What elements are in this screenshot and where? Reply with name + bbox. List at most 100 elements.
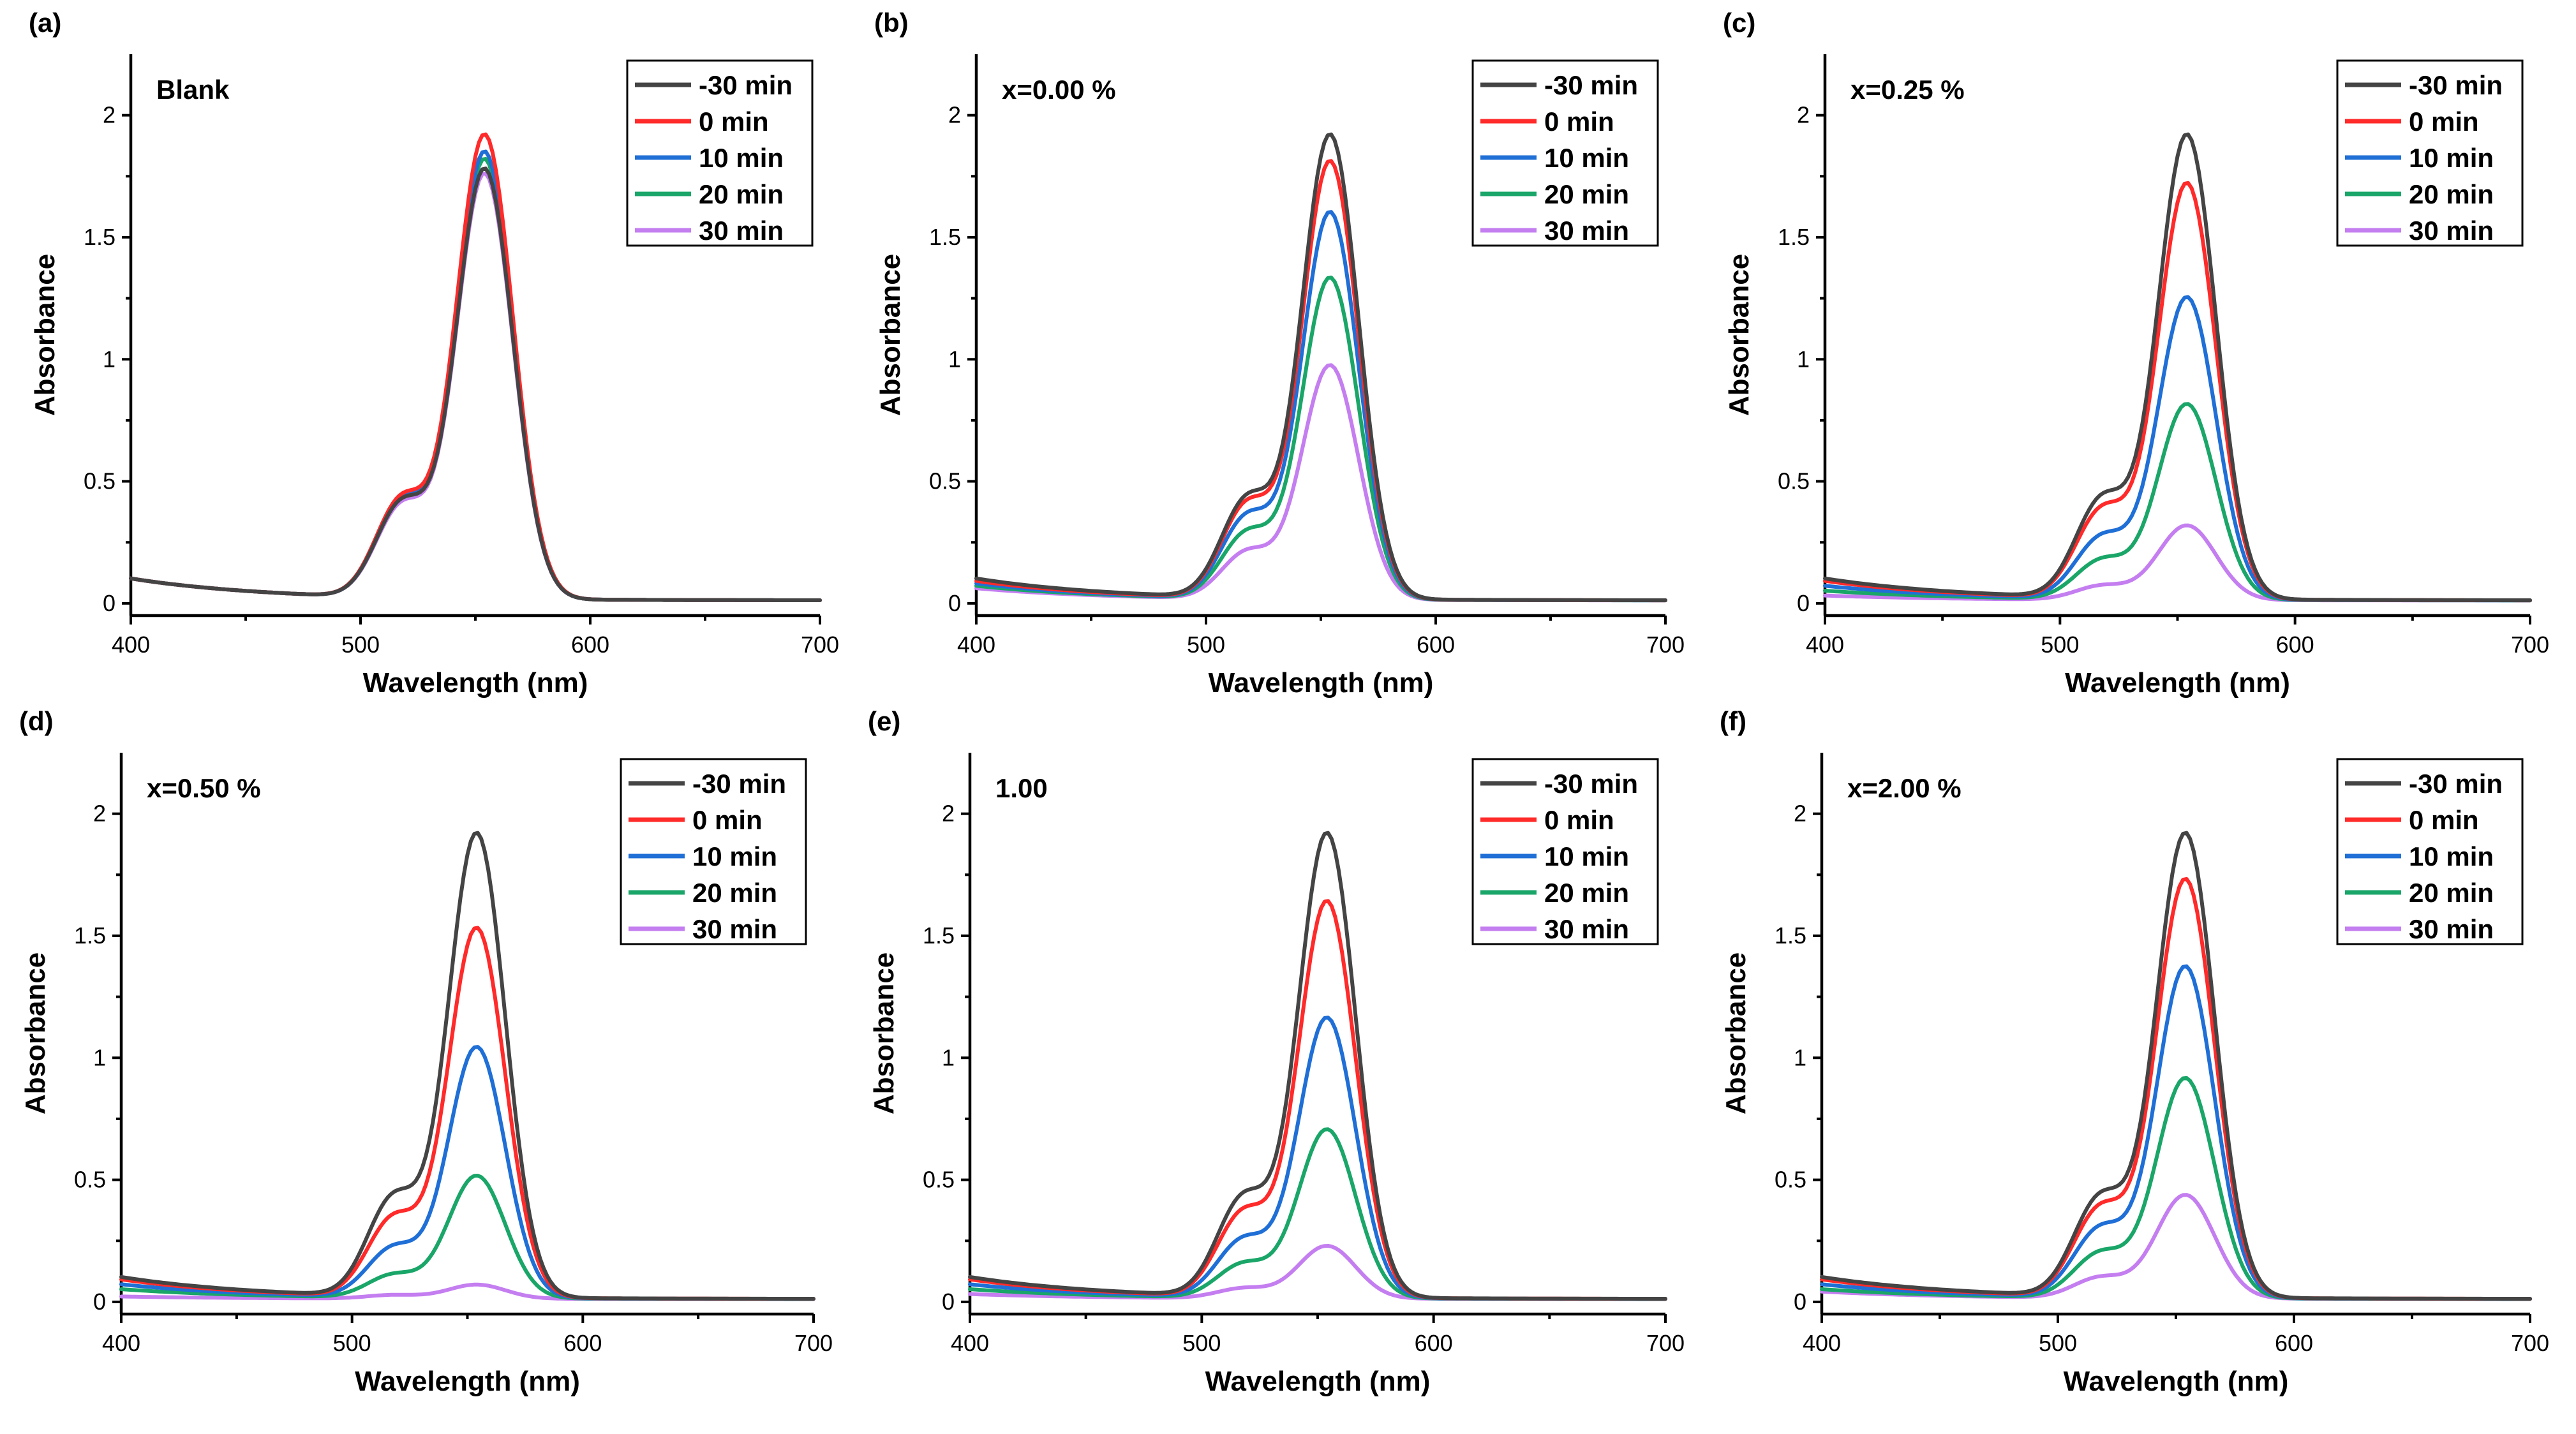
series-line-minus30min: [968, 831, 1667, 1301]
y-tick-label: 1.5: [84, 224, 115, 250]
y-tick-label: 0: [942, 1289, 955, 1315]
panel-annotation: 1.00: [995, 773, 1048, 803]
x-tick-label: 500: [1182, 1330, 1221, 1356]
y-tick-label: 2: [942, 801, 955, 827]
y-axis-title: Absorbance: [1724, 254, 1755, 416]
y-tick-label: 0: [1797, 590, 1810, 616]
legend-box: [626, 59, 814, 247]
legend-label: -30 min: [2409, 70, 2503, 100]
legend-label: 30 min: [699, 216, 784, 246]
y-tick-label: 1.5: [74, 922, 106, 949]
panel-d: 0 0.5 1 1.5 2 400 500 600 700 Wavelength (nm) Abso…: [19, 706, 833, 1397]
series-line-20min: [119, 1174, 815, 1301]
series-line-20min: [968, 1127, 1667, 1301]
panel-label: (f): [1720, 706, 1746, 736]
x-tick-label: 700: [1646, 632, 1685, 658]
y-tick-label: 1: [1794, 1044, 1806, 1070]
y-tick-label: 0: [103, 590, 115, 616]
legend-label: 30 min: [2409, 216, 2494, 246]
legend-label: 0 min: [699, 107, 769, 137]
x-axis-title: Wavelength (nm): [2065, 667, 2290, 699]
series-line-20min: [1823, 402, 2532, 603]
legend-label: 0 min: [1544, 107, 1614, 137]
legend: -30 min 0 min 10 min 20 min 30 min: [2336, 758, 2524, 945]
legend-box: [2336, 59, 2524, 247]
y-axis-title: Absorbance: [875, 254, 906, 416]
legend-label: 30 min: [1544, 914, 1629, 944]
panel-label: (b): [874, 8, 909, 38]
y-tick-label: 0.5: [74, 1167, 106, 1193]
legend-label: 0 min: [692, 805, 763, 835]
series-line-10min: [968, 1016, 1667, 1301]
series-line-0min: [119, 926, 815, 1301]
panel-label: (c): [1723, 8, 1755, 38]
legend-label: -30 min: [1544, 70, 1638, 100]
x-tick-label: 600: [563, 1330, 602, 1356]
legend-box: [620, 758, 807, 945]
legend-label: 10 min: [692, 841, 777, 871]
panel-c: 0 0.5 1 1.5 2 400 500 600 700 Wavelength (nm) Abso…: [1723, 8, 2549, 699]
x-tick-label: 600: [1417, 632, 1455, 658]
y-tick-label: 2: [103, 102, 115, 128]
y-tick-label: 1: [103, 346, 115, 372]
y-tick-label: 1.5: [1778, 224, 1810, 250]
y-tick-label: 1: [1797, 346, 1810, 372]
legend-label: 10 min: [1544, 143, 1629, 173]
series-line-30min: [974, 363, 1667, 603]
panel-e: 0 0.5 1 1.5 2 400 500 600 700 Wavelength (nm) Abso…: [868, 706, 1685, 1397]
y-tick-label: 1: [948, 346, 961, 372]
series-line-minus30min: [1820, 831, 2532, 1301]
y-tick-label: 2: [1794, 801, 1806, 827]
panel-annotation: x=0.25 %: [1850, 75, 1965, 105]
series-line-10min: [974, 210, 1667, 603]
x-tick-label: 400: [1806, 632, 1844, 658]
y-tick-label: 2: [93, 801, 106, 827]
y-tick-label: 0: [948, 590, 961, 616]
legend-label: 10 min: [2409, 841, 2494, 871]
y-tick-label: 0: [93, 1289, 106, 1315]
y-tick-label: 0.5: [84, 468, 115, 494]
x-tick-label: 400: [102, 1330, 140, 1356]
y-axis-title: Absorbance: [20, 952, 51, 1114]
series-line-10min: [1823, 295, 2532, 603]
y-axis-title: Absorbance: [868, 952, 900, 1114]
panel-b: 0 0.5 1 1.5 2 400 500 600 700 Wavelength (nm) Abso…: [874, 8, 1685, 699]
series-line-minus30min: [129, 166, 822, 602]
y-tick-label: 1: [942, 1044, 955, 1070]
legend: -30 min 0 min 10 min 20 min 30 min: [1471, 758, 1659, 945]
legend-label: -30 min: [692, 769, 786, 799]
legend-label: 30 min: [692, 914, 777, 944]
legend-label: 20 min: [1544, 878, 1629, 908]
y-tick-label: 0: [1794, 1289, 1806, 1315]
legend: -30 min 0 min 10 min 20 min 30 min: [1471, 59, 1659, 247]
panel-label: (a): [29, 8, 61, 38]
legend-label: 10 min: [699, 143, 784, 173]
legend-box: [1471, 758, 1659, 945]
panel-label: (d): [19, 706, 54, 736]
legend-box: [2336, 758, 2524, 945]
x-tick-label: 600: [2275, 1330, 2313, 1356]
legend: -30 min 0 min 10 min 20 min 30 min: [2336, 59, 2524, 247]
y-tick-label: 0.5: [1778, 468, 1810, 494]
series-line-20min: [974, 276, 1667, 603]
x-tick-label: 500: [1187, 632, 1225, 658]
legend-label: 20 min: [699, 179, 784, 209]
y-tick-label: 2: [1797, 102, 1810, 128]
y-tick-label: 1.5: [923, 922, 955, 949]
legend-label: -30 min: [2409, 769, 2503, 799]
y-axis-title: Absorbance: [1720, 952, 1752, 1114]
legend: -30 min 0 min 10 min 20 min 30 min: [620, 758, 807, 945]
panel-annotation: x=2.00 %: [1847, 773, 1962, 803]
legend-label: 30 min: [1544, 216, 1629, 246]
legend-label: -30 min: [699, 70, 793, 100]
series-line-30min: [1820, 1193, 2532, 1301]
series-line-minus30min: [119, 831, 815, 1301]
panel-annotation: Blank: [156, 75, 230, 105]
x-tick-label: 600: [571, 632, 609, 658]
legend-label: 10 min: [1544, 841, 1629, 871]
legend-box: [1471, 59, 1659, 247]
series-line-0min: [968, 899, 1667, 1301]
x-axis-title: Wavelength (nm): [2064, 1366, 2289, 1397]
x-tick-label: 500: [341, 632, 380, 658]
